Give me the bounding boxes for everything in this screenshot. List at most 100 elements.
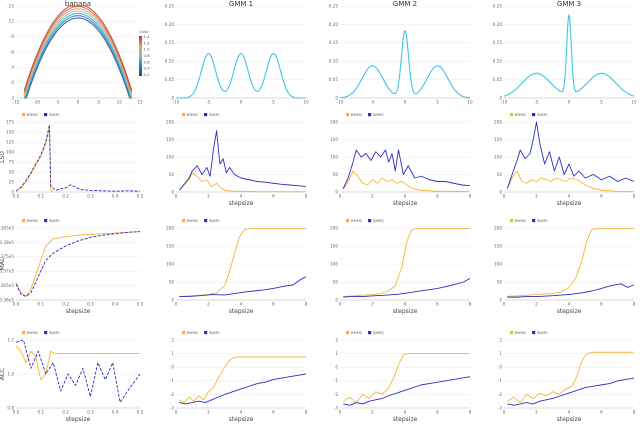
chart-gmm1_acc: -3 -2 -1 0 1 2 0 2 4 6 8 BHMC SHMC stepsize — [170, 330, 308, 423]
x-tick-label: 4 — [568, 410, 571, 415]
y-tick-label: 1 — [499, 351, 502, 356]
x-tick-label: 15 — [137, 100, 143, 105]
x-tick-label: 0.2 — [62, 410, 69, 415]
series-line-bhmc — [15, 345, 140, 381]
y-tick-label: 0.05 — [329, 77, 339, 82]
series-line-shmc — [343, 278, 471, 298]
x-tick-label: 8 — [633, 410, 636, 415]
colorbar-tick: 1.4 — [144, 34, 151, 39]
x-tick-label: 0.3 — [87, 302, 94, 307]
x-tick-label: 2 — [207, 302, 210, 307]
legend-label-bhmc: BHMC — [27, 218, 39, 223]
y-tick-label: 0.15 — [493, 40, 503, 45]
y-tick-label: -3 — [10, 65, 15, 70]
y-tick-label: 25 — [9, 179, 15, 184]
chart-title: banana — [65, 0, 91, 8]
x-tick-label: 0.1 — [37, 410, 44, 415]
y-tick-label: 0 — [11, 80, 14, 85]
x-axis-label: stepsize — [66, 308, 91, 315]
series-line-bhmc — [342, 170, 471, 193]
chart-gmm3_acc: -3 -2 -1 0 1 2 0 2 4 6 8 BHMC SHMC stepsize — [498, 330, 636, 423]
y-tick-label: 3.365e5 — [0, 283, 14, 288]
x-tick-label: 4 — [240, 410, 243, 415]
y-tick-label: 150 — [6, 129, 14, 134]
x-tick-label: -10 — [501, 100, 508, 105]
x-tick-label: 2 — [535, 302, 538, 307]
series-line-shmc — [507, 283, 635, 298]
x-tick-label: 4 — [240, 194, 243, 199]
legend-swatch-shmc — [44, 331, 48, 335]
x-axis-label: stepsize — [229, 200, 254, 207]
series-line-bhmc — [506, 170, 635, 193]
colorbar-title: Color — [139, 29, 149, 34]
legend-label-bhmc: BHMC — [351, 112, 363, 117]
legend-label-bhmc: BHMC — [187, 218, 199, 223]
y-tick-label: 50 — [9, 169, 15, 174]
y-tick-label: -2 — [170, 392, 175, 397]
chart-banana: 30-3-6-9-12-15-15 -10 -5 0 5 10 15bananaColor1… — [7, 0, 150, 105]
density-line — [339, 29, 471, 99]
legend-swatch-bhmc — [182, 219, 186, 223]
x-tick-label: 2 — [535, 410, 538, 415]
x-tick-label: 0.4 — [112, 194, 119, 199]
y-tick-label: 200 — [166, 225, 174, 230]
series-line-shmc — [507, 377, 635, 406]
x-tick-label: 0 — [503, 410, 506, 415]
y-tick-label: -3 — [334, 405, 339, 410]
x-axis-label: stepsize — [557, 308, 582, 315]
x-tick-label: 0 — [404, 100, 407, 105]
x-tick-label: -10 — [337, 100, 344, 105]
x-tick-label: -15 — [13, 100, 20, 105]
x-tick-label: -10 — [33, 100, 40, 105]
x-tick-label: 10 — [467, 100, 473, 105]
y-tick-label: 0 — [335, 189, 338, 194]
y-tick-label: 100 — [494, 154, 502, 159]
x-tick-label: -5 — [370, 100, 375, 105]
legend-swatch-bhmc — [22, 331, 26, 335]
x-tick-label: 0.2 — [62, 194, 69, 199]
series-line-shmc — [15, 124, 141, 192]
x-tick-label: 8 — [305, 194, 308, 199]
x-tick-label: 6 — [600, 410, 603, 415]
y-tick-label: -15 — [7, 3, 14, 8]
y-tick-label: 0.15 — [165, 40, 175, 45]
x-tick-label: 6 — [436, 410, 439, 415]
series-line-bhmc — [343, 228, 470, 297]
legend-swatch-bhmc — [346, 219, 350, 223]
y-tick-label: 200 — [494, 119, 502, 124]
legend-swatch-shmc — [204, 219, 208, 223]
y-tick-label: 0.20 — [493, 22, 503, 27]
series-line-shmc — [178, 130, 307, 191]
x-axis-label: stepsize — [557, 416, 582, 423]
y-tick-label: 0.25 — [329, 3, 339, 8]
x-tick-label: 6 — [436, 194, 439, 199]
y-tick-label: -1 — [170, 378, 175, 383]
x-tick-label: 10 — [117, 100, 123, 105]
y-tick-label: 1 — [171, 351, 174, 356]
y-tick-label: 0 — [335, 365, 338, 370]
y-tick-label: 0 — [499, 95, 502, 100]
y-tick-label: 50 — [497, 279, 503, 284]
x-tick-label: 0.0 — [13, 302, 20, 307]
x-tick-label: 0.3 — [87, 410, 94, 415]
legend-swatch-shmc — [204, 331, 208, 335]
chart-banana_acc: 0.8 1.0 1.2 0.0 0.1 0.2 0.3 0.4 0.5 BHMC SHMC ACC st… — [0, 330, 144, 423]
x-tick-label: 8 — [469, 194, 472, 199]
scatter-band — [23, 5, 133, 94]
x-tick-label: 0.5 — [137, 410, 144, 415]
x-tick-label: 6 — [272, 194, 275, 199]
x-tick-label: 5 — [600, 100, 603, 105]
y-tick-label: 100 — [330, 154, 338, 159]
x-axis-label: stepsize — [66, 416, 91, 423]
y-tick-label: 1.2 — [7, 337, 14, 342]
chart-title: GMM 3 — [557, 0, 581, 8]
x-tick-label: 0.3 — [87, 194, 94, 199]
y-tick-label: 3.37e5 — [0, 269, 14, 274]
x-tick-label: 0.5 — [137, 302, 144, 307]
x-tick-label: 5 — [272, 100, 275, 105]
y-tick-label: 50 — [333, 172, 339, 177]
y-tick-label: 0 — [499, 297, 502, 302]
legend-swatch-shmc — [532, 331, 536, 335]
legend-label-bhmc: BHMC — [351, 218, 363, 223]
legend-swatch-shmc — [368, 113, 372, 117]
